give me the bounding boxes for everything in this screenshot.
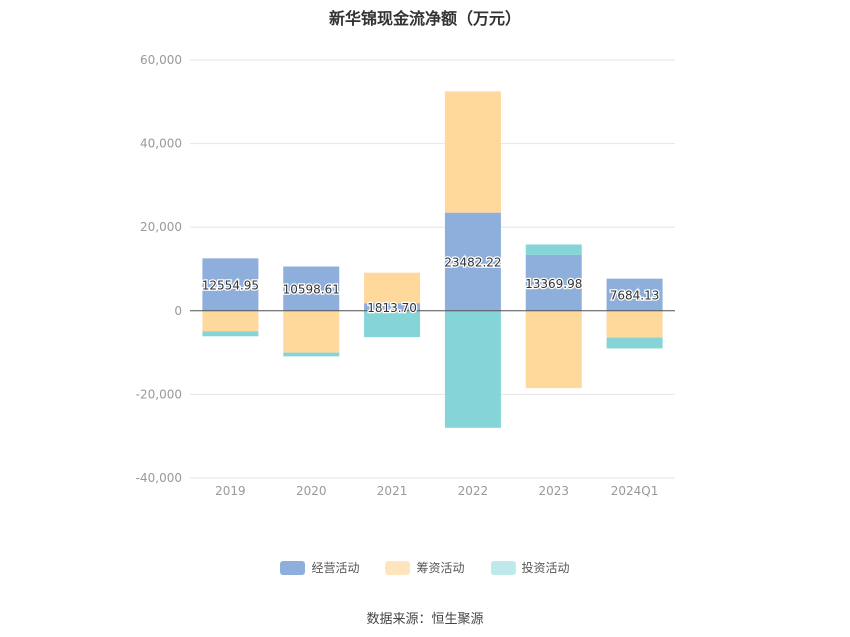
bar-investing-2020[interactable] bbox=[283, 352, 340, 357]
legend-label-operating: 经营活动 bbox=[311, 561, 360, 575]
bar-financing-2020[interactable] bbox=[283, 310, 340, 353]
bar-financing-2021[interactable] bbox=[364, 272, 421, 304]
y-tick-label: -20,000 bbox=[136, 387, 182, 401]
bar-operating-2023[interactable] bbox=[525, 254, 582, 311]
bar-operating-2021[interactable] bbox=[364, 303, 421, 311]
x-tick-label: 2022 bbox=[458, 484, 489, 498]
data-label-operating: 13369.98 bbox=[525, 277, 582, 291]
bar-investing-2023[interactable] bbox=[525, 244, 582, 255]
legend-swatch-investing bbox=[490, 560, 516, 575]
grid-lines bbox=[190, 59, 675, 479]
bars bbox=[202, 91, 663, 428]
bar-operating-2022[interactable] bbox=[444, 212, 501, 311]
bar-financing-2022[interactable] bbox=[444, 91, 501, 213]
legend-label-financing: 筹资活动 bbox=[416, 561, 465, 575]
bar-operating-2020[interactable] bbox=[283, 266, 340, 311]
x-tick-label: 2020 bbox=[296, 484, 327, 498]
bar-investing-2024Q1[interactable] bbox=[606, 337, 663, 349]
legend-item-financing[interactable]: 筹资活动 bbox=[385, 559, 465, 576]
bar-financing-2019[interactable] bbox=[202, 310, 259, 332]
y-tick-label: 0 bbox=[174, 304, 182, 318]
chart-title: 新华锦现金流净额（万元） bbox=[328, 9, 521, 28]
data-label-operating: 7684.13 bbox=[610, 289, 660, 303]
bar-investing-2022[interactable] bbox=[444, 310, 501, 428]
legend-item-investing[interactable]: 投资活动 bbox=[490, 559, 570, 576]
y-tick-label: 40,000 bbox=[140, 137, 182, 151]
x-tick-label: 2021 bbox=[377, 484, 408, 498]
legend-item-operating[interactable]: 经营活动 bbox=[280, 559, 359, 576]
y-axis: 60,000 40,000 20,000 0 -20,000 -40,000 bbox=[136, 53, 182, 485]
legend-label-investing: 投资活动 bbox=[521, 561, 570, 575]
x-tick-label: 2019 bbox=[215, 484, 246, 498]
bar-financing-2024Q1[interactable] bbox=[606, 310, 663, 338]
data-labels: 12554.95 10598.61 1813.70 23482.22 13369.98 7… bbox=[201, 254, 661, 316]
bar-operating-2024Q1[interactable] bbox=[606, 278, 663, 311]
y-tick-label: 60,000 bbox=[140, 53, 182, 67]
y-tick-label: 20,000 bbox=[140, 220, 182, 234]
data-label-operating: 23482.22 bbox=[444, 256, 501, 270]
y-tick-label: -40,000 bbox=[136, 471, 182, 485]
x-axis: 2019 2020 2021 2022 2023 2024Q1 bbox=[215, 484, 658, 498]
x-tick-label: 2024Q1 bbox=[611, 484, 659, 498]
data-source: 数据来源：恒生聚源 bbox=[366, 612, 484, 627]
data-label-operating: 12554.95 bbox=[202, 279, 259, 293]
data-label-operating: 10598.61 bbox=[283, 283, 340, 297]
bar-operating-2019[interactable] bbox=[202, 258, 259, 311]
bar-investing-2019[interactable] bbox=[202, 331, 259, 337]
legend-swatch-financing bbox=[385, 560, 411, 575]
bar-investing-2021[interactable] bbox=[364, 310, 421, 338]
legend-swatch-operating bbox=[280, 560, 306, 575]
data-label-operating: 1813.70 bbox=[367, 301, 417, 315]
legend: 经营活动 筹资活动 投资活动 bbox=[0, 559, 850, 576]
x-tick-label: 2023 bbox=[538, 484, 569, 498]
bar-financing-2023[interactable] bbox=[525, 310, 582, 389]
